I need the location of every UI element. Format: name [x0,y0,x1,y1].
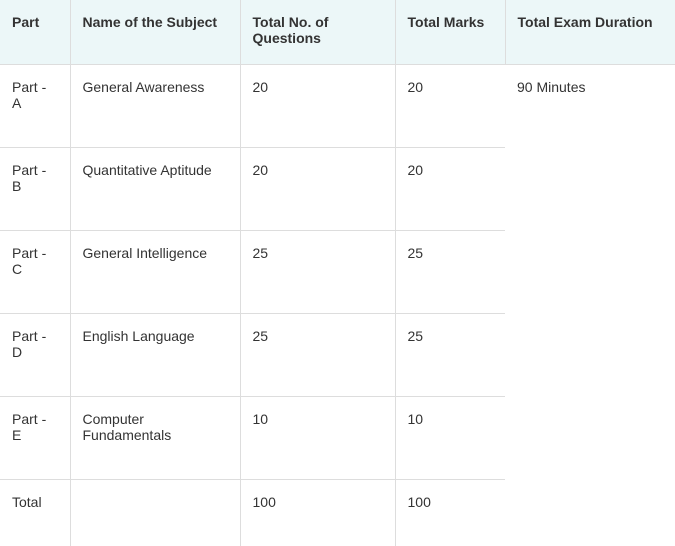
cell-total-marks: 100 [395,480,505,546]
cell-marks: 10 [395,397,505,480]
cell-total-questions: 100 [240,480,395,546]
cell-questions: 25 [240,314,395,397]
cell-marks: 25 [395,314,505,397]
cell-marks: 20 [395,148,505,231]
cell-duration: 90 Minutes [505,65,675,546]
cell-questions: 20 [240,148,395,231]
cell-subject: General Intelligence [70,231,240,314]
cell-subject: General Awareness [70,65,240,148]
col-header-questions: Total No. of Questions [240,0,395,65]
cell-total-label: Total [0,480,70,546]
col-header-marks: Total Marks [395,0,505,65]
cell-part: Part - B [0,148,70,231]
cell-questions: 20 [240,65,395,148]
table-row: Part - A General Awareness 20 20 90 Minu… [0,65,675,148]
cell-marks: 20 [395,65,505,148]
table-header-row: Part Name of the Subject Total No. of Qu… [0,0,675,65]
col-header-subject: Name of the Subject [70,0,240,65]
col-header-duration: Total Exam Duration [505,0,675,65]
col-header-part: Part [0,0,70,65]
cell-part: Part - D [0,314,70,397]
cell-questions: 10 [240,397,395,480]
cell-subject: English Language [70,314,240,397]
cell-part: Part - A [0,65,70,148]
cell-subject: Computer Fundamentals [70,397,240,480]
cell-empty [70,480,240,546]
cell-part: Part - E [0,397,70,480]
exam-pattern-table: Part Name of the Subject Total No. of Qu… [0,0,675,546]
cell-subject: Quantitative Aptitude [70,148,240,231]
cell-marks: 25 [395,231,505,314]
cell-part: Part - C [0,231,70,314]
cell-questions: 25 [240,231,395,314]
